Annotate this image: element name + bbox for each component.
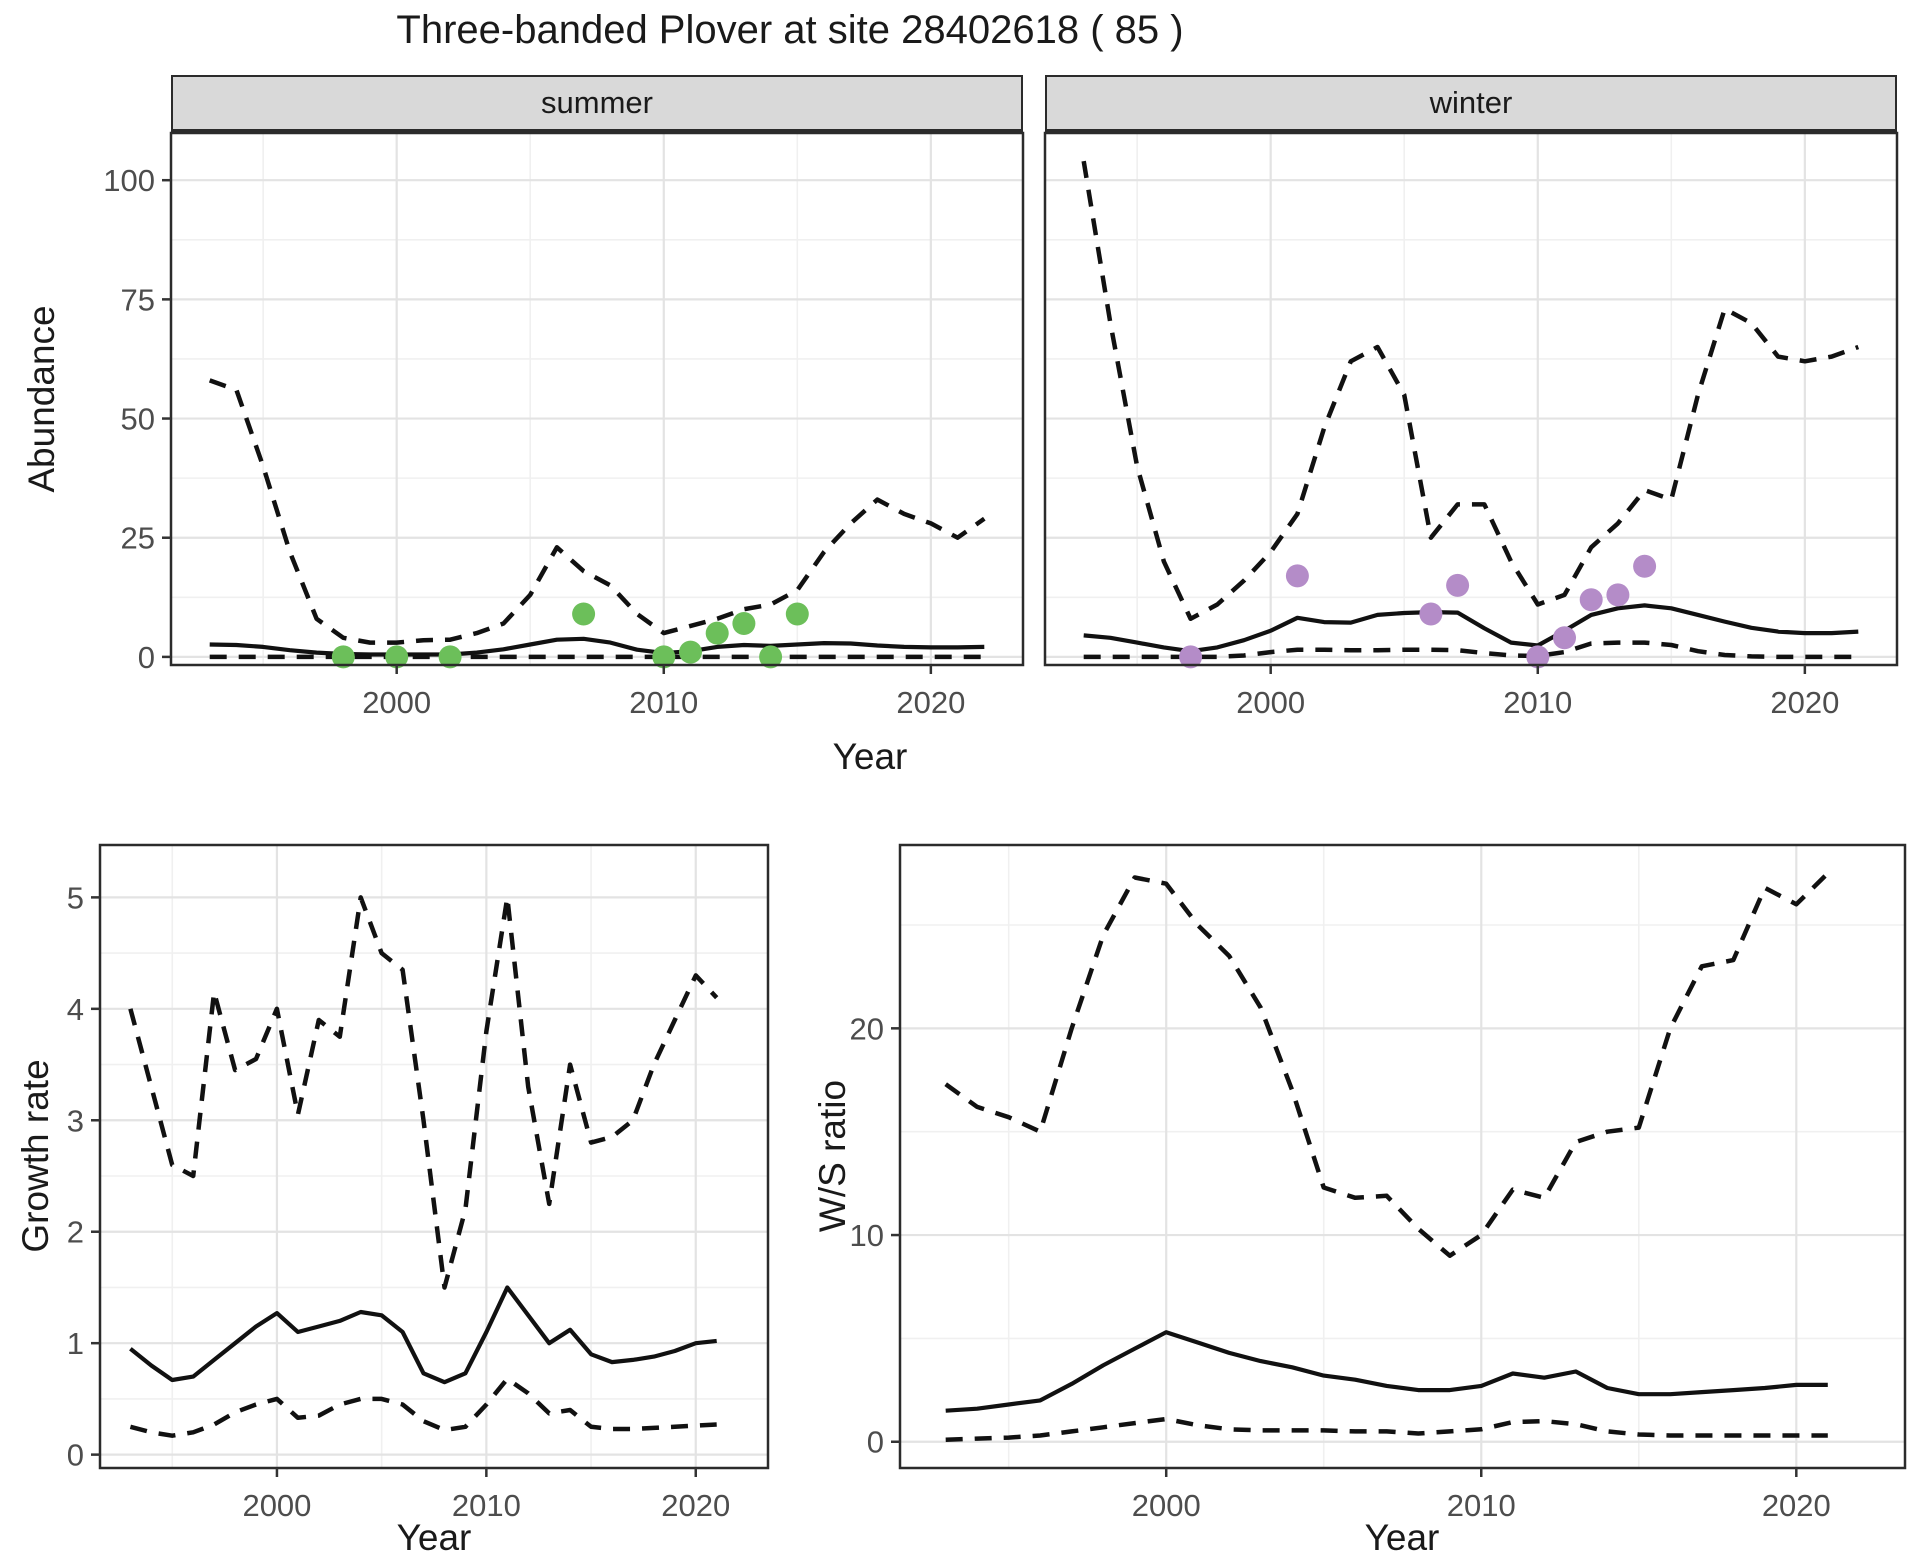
x-tick-label: 2020	[1770, 685, 1839, 720]
panel-border	[898, 843, 1907, 1470]
x-axis: 2000 2010 2020	[362, 665, 965, 720]
gridlines	[900, 845, 1905, 1468]
observation-point	[572, 602, 596, 626]
x-tick-label: 2000	[242, 1488, 311, 1523]
median-line	[129, 1285, 717, 1385]
y-tick-label: 10	[850, 1218, 884, 1253]
observation-point	[1633, 554, 1657, 578]
x-axis: 2000 2010 2020	[1236, 665, 1839, 720]
x-tick-label: 2010	[1447, 1488, 1516, 1523]
x-axis-title-bottom-left: Year	[396, 1517, 472, 1558]
y-tick-label: 4	[67, 992, 84, 1027]
observation-point	[732, 612, 756, 635]
panel-background	[900, 845, 1905, 1468]
y-axis-title-growth-rate: Growth rate	[15, 1059, 56, 1253]
facet-strip-winter-label: winter	[1429, 85, 1513, 120]
page-title: Three-banded Plover at site 28402618 ( 8…	[396, 8, 1184, 52]
median-line	[1083, 603, 1859, 654]
observation-point	[1579, 588, 1603, 612]
x-tick-label: 2000	[1236, 685, 1305, 720]
x-tick-label: 2020	[896, 685, 965, 720]
observation-point	[785, 602, 809, 626]
observation-point	[1446, 573, 1470, 597]
panel-border	[169, 131, 1025, 667]
panel-background	[1045, 133, 1897, 665]
gridlines	[1045, 133, 1897, 665]
upper-ci-line	[208, 378, 986, 645]
lower-ci-line	[1083, 640, 1859, 660]
upper-ci-line	[1081, 160, 1860, 622]
y-axis: 0 1 2 3 4 5	[67, 880, 100, 1473]
observation-point	[438, 645, 462, 669]
x-tick-label: 2010	[452, 1488, 521, 1523]
y-tick-label: 1	[67, 1326, 84, 1361]
x-tick-label: 2000	[1132, 1488, 1201, 1523]
x-axis: 2000 2010 2020	[242, 1468, 730, 1523]
y-tick-label: 25	[121, 521, 155, 556]
y-tick-label: 3	[67, 1103, 84, 1138]
panel-border	[1043, 131, 1899, 667]
panel-background	[100, 845, 768, 1468]
facet-strip-winter: winter	[1045, 75, 1897, 133]
observation-point	[1526, 645, 1550, 669]
observation-point	[759, 645, 783, 669]
y-tick-label: 20	[850, 1011, 884, 1046]
panel-winter: 2000 2010 2020	[1043, 131, 1899, 720]
upper-ci-line	[128, 895, 719, 1290]
upper-ci-line	[944, 871, 1830, 1258]
y-tick-label: 100	[103, 163, 155, 198]
panel-summer: 2000 2010 2020 0 25 50 75 100	[103, 131, 1025, 720]
observation-point	[385, 645, 409, 669]
x-axis: 2000 2010 2020	[1132, 1468, 1831, 1523]
observation-points	[331, 602, 809, 669]
y-axis-title-abundance: Abundance	[21, 305, 62, 493]
x-tick-label: 2010	[1503, 685, 1572, 720]
lower-ci-line	[129, 1376, 717, 1438]
y-tick-label: 0	[867, 1425, 884, 1460]
observation-points	[1179, 554, 1657, 669]
panel-ws-ratio: 2000 2010 2020 0 10 20	[850, 843, 1907, 1523]
y-tick-label: 0	[138, 640, 155, 675]
observation-point	[652, 645, 676, 669]
y-axis-title-ws-ratio: W/S ratio	[812, 1079, 853, 1233]
lower-ci-line	[945, 1416, 1828, 1442]
observation-point	[1606, 583, 1630, 607]
observation-point	[679, 640, 702, 664]
x-tick-label: 2020	[1762, 1488, 1831, 1523]
observation-point	[1285, 564, 1309, 588]
x-axis-title-bottom-right: Year	[1364, 1517, 1440, 1558]
observation-point	[1179, 645, 1203, 669]
x-tick-label: 2000	[362, 685, 431, 720]
y-tick-label: 5	[67, 880, 84, 915]
observation-point	[331, 645, 355, 669]
observation-point	[705, 621, 729, 645]
x-tick-label: 2020	[661, 1488, 730, 1523]
y-axis: 0 25 50 75 100	[103, 163, 171, 675]
y-tick-label: 0	[67, 1438, 84, 1473]
y-tick-label: 2	[67, 1215, 84, 1250]
panel-growth-rate: 2000 2010 2020 0 1 2 3 4 5	[67, 843, 770, 1523]
y-tick-label: 50	[121, 402, 155, 437]
x-axis-title-top: Year	[832, 736, 908, 777]
observation-point	[1419, 602, 1443, 626]
facet-strip-summer-label: summer	[541, 85, 653, 120]
gridlines	[100, 845, 768, 1468]
y-tick-label: 75	[121, 282, 155, 317]
facet-strip-summer: summer	[171, 75, 1023, 133]
y-axis: 0 10 20	[850, 1011, 900, 1460]
observation-point	[1553, 626, 1576, 650]
panel-border	[98, 843, 770, 1470]
median-line	[945, 1330, 1828, 1413]
x-tick-label: 2010	[629, 685, 698, 720]
panel-background	[171, 133, 1023, 665]
